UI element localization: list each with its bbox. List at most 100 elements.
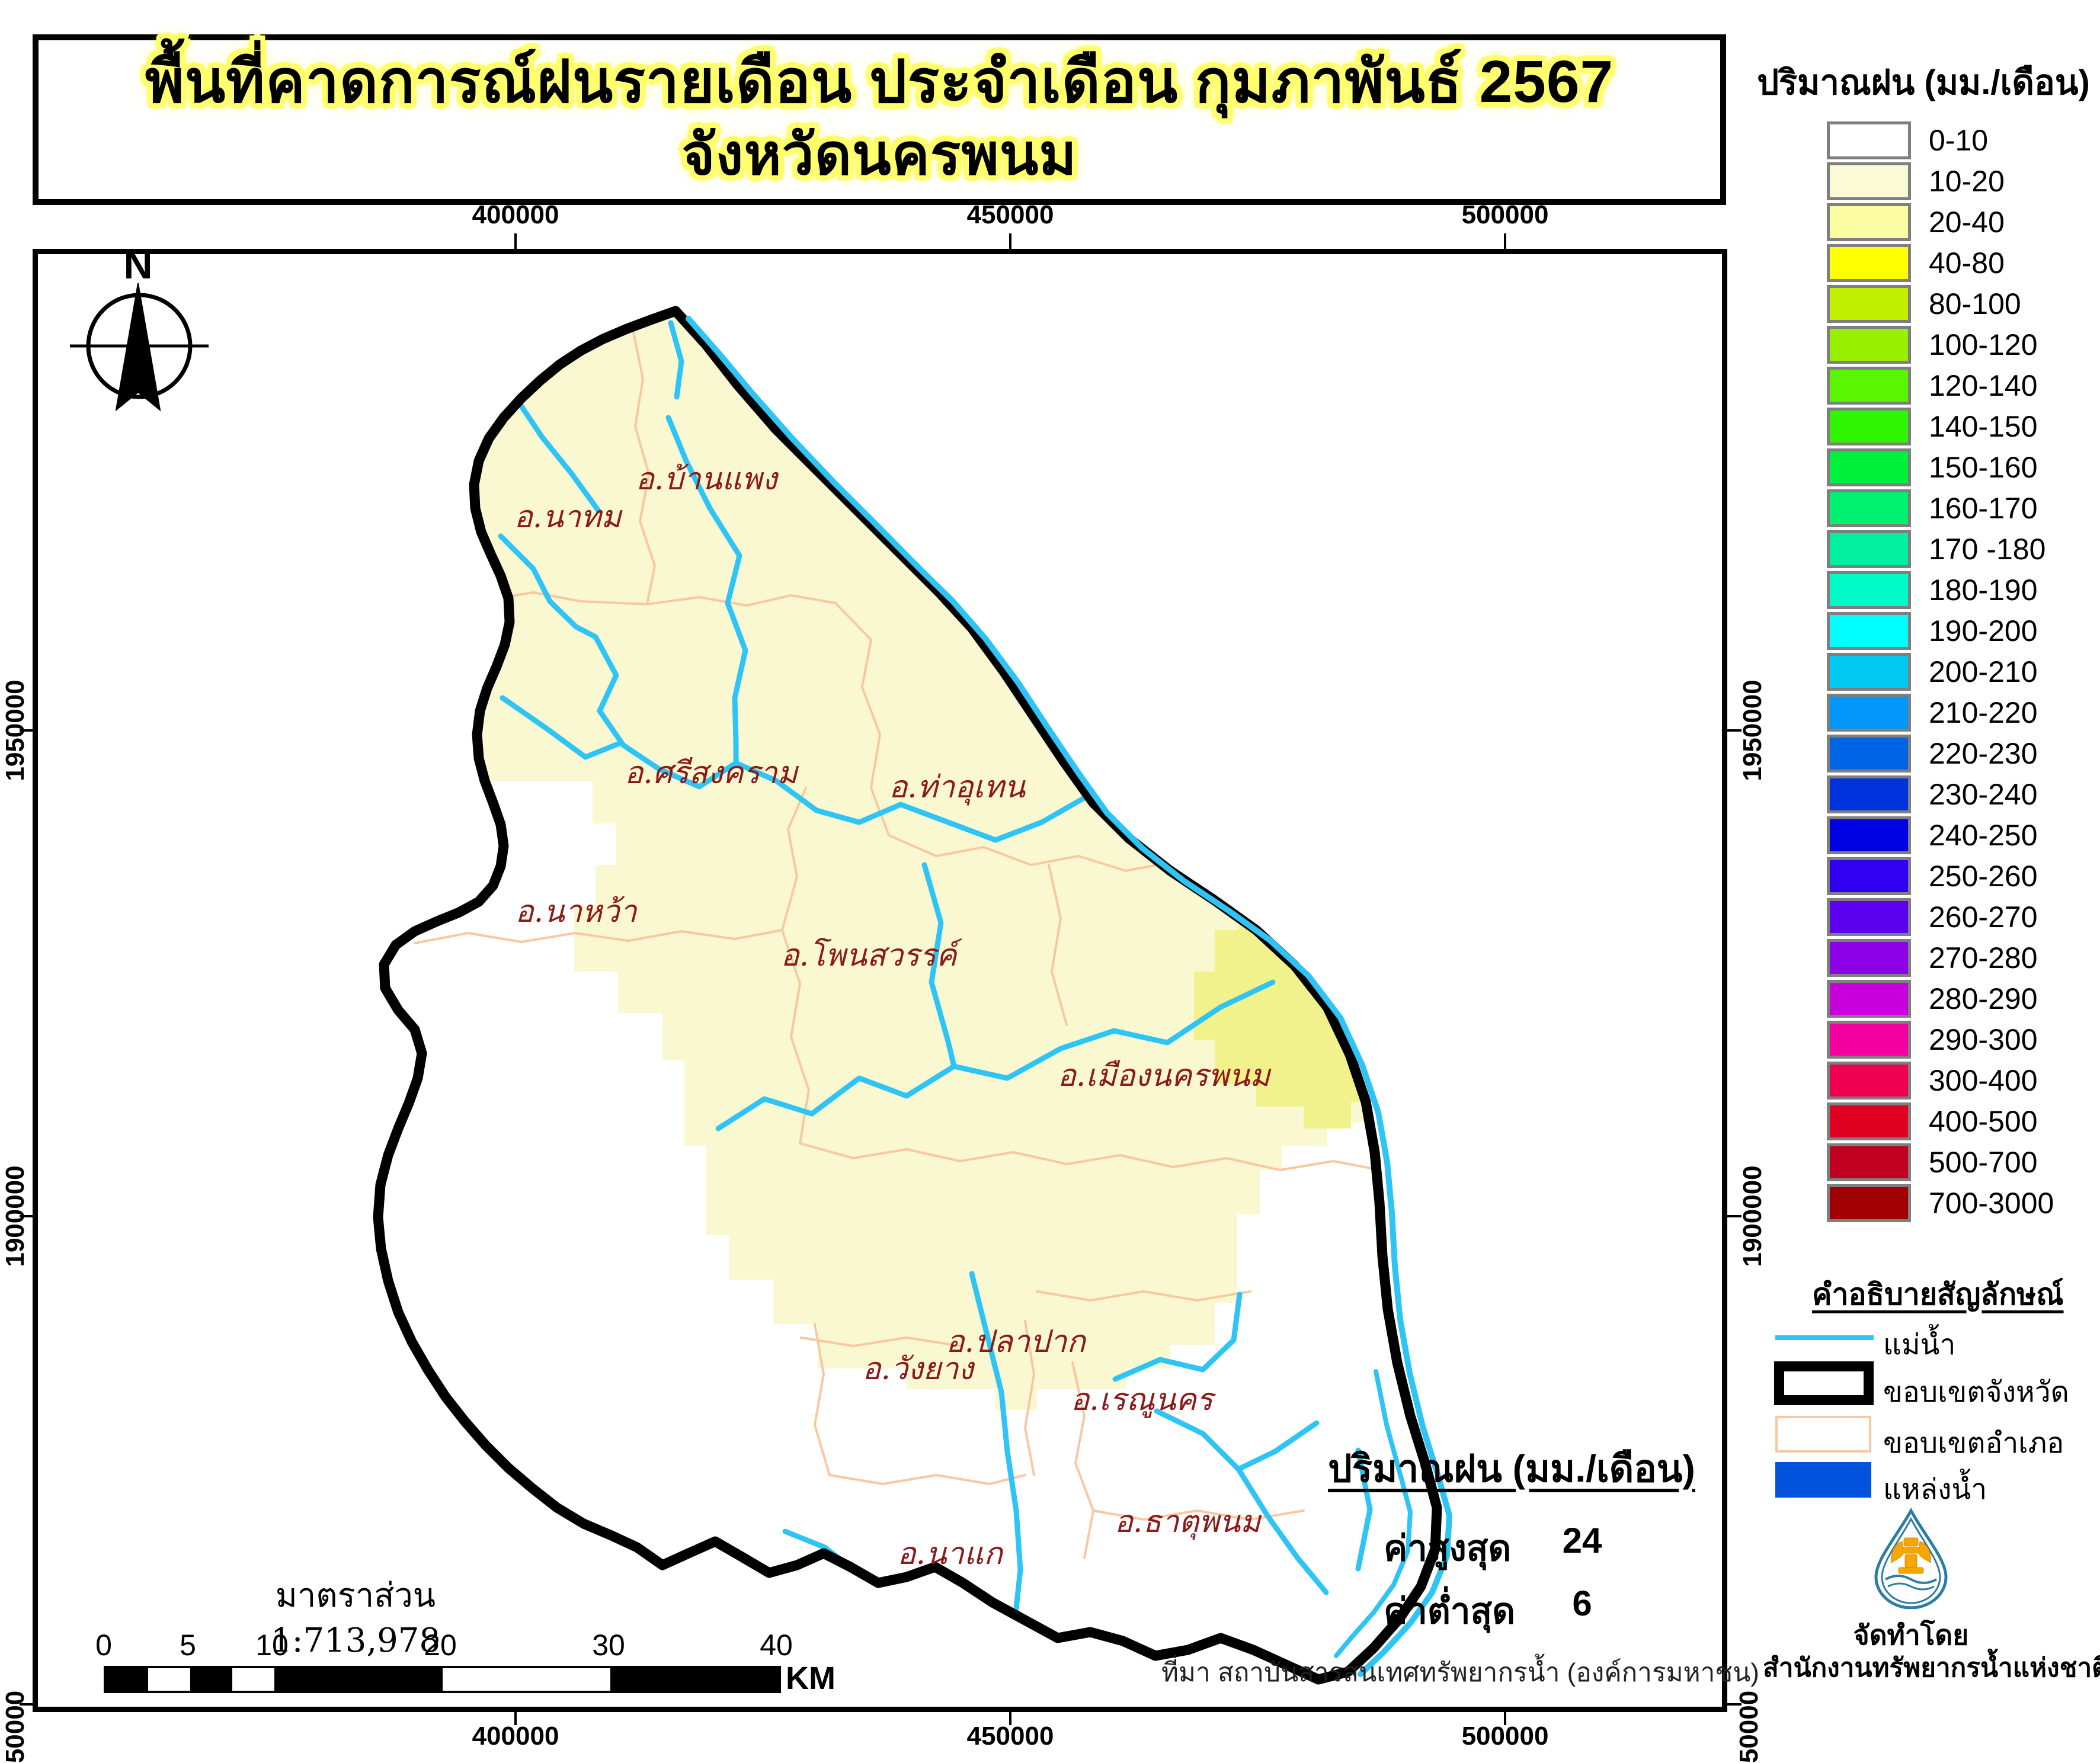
legend-range-label: 270-280 xyxy=(1929,941,2038,975)
legend-range-label: 40-80 xyxy=(1929,246,2005,280)
legend-class-row: 80-100 xyxy=(1827,285,2054,323)
district-boundary-symbol xyxy=(1775,1416,1871,1453)
legend-range-label: 120-140 xyxy=(1929,369,2038,402)
legend-class-row: 290-300 xyxy=(1827,1021,2054,1059)
legend-range-label: 0-10 xyxy=(1929,124,1989,157)
scalebar-number: 40 xyxy=(760,1629,793,1662)
district-label: อ.เรณูนคร xyxy=(1071,1382,1217,1418)
y-axis-label-right: 1900000 xyxy=(1738,1165,1767,1267)
legend-swatch xyxy=(1827,653,1911,691)
legend-class-row: 250-260 xyxy=(1827,857,2054,895)
province-boundary xyxy=(373,306,1442,1685)
legend-swatch xyxy=(1827,162,1911,200)
legend-swatch xyxy=(1827,244,1911,282)
legend-swatch xyxy=(1827,1021,1911,1059)
axis-tick xyxy=(20,729,34,732)
legend-swatch xyxy=(1827,203,1911,241)
scalebar-number: 30 xyxy=(592,1629,625,1662)
legend-swatch xyxy=(1827,612,1911,650)
province-boundary-label: ขอบเขตจังหวัด xyxy=(1883,1377,2069,1408)
legend-swatch xyxy=(1827,857,1911,895)
legend-range-label: 230-240 xyxy=(1929,778,2038,811)
district-label: อ.ปลาปาก xyxy=(946,1324,1087,1360)
legend-range-label: 210-220 xyxy=(1929,696,2038,729)
district-boundary-lines xyxy=(414,328,1382,1559)
legend-class-row: 210-220 xyxy=(1827,694,2054,732)
prepared-by-label: จัดทำโดย xyxy=(1853,1620,1969,1650)
scalebar-number: 10 xyxy=(255,1629,289,1662)
legend-class-row: 120-140 xyxy=(1827,367,2054,405)
min-value: 6 xyxy=(1572,1584,1592,1623)
legend-class-row: 300-400 xyxy=(1827,1062,2054,1100)
legend-swatch xyxy=(1827,408,1911,445)
axis-tick xyxy=(1009,233,1011,249)
district-label: อ.ศรีสงคราม xyxy=(625,755,799,791)
y-axis-label-right: 1950000 xyxy=(1738,679,1767,781)
x-axis-label-top: 450000 xyxy=(966,200,1054,229)
legend-swatch xyxy=(1827,121,1911,159)
legend-swatch xyxy=(1827,489,1911,527)
legend-class-row: 150-160 xyxy=(1827,448,2054,486)
scalebar-segment xyxy=(190,1668,232,1691)
legend-range-label: 100-120 xyxy=(1929,328,2038,361)
axis-tick xyxy=(1727,1215,1742,1217)
legend-range-label: 300-400 xyxy=(1929,1064,2038,1097)
axis-tick xyxy=(514,233,517,249)
rain-stats-header: ปริมาณฝน (มม./เดือน) xyxy=(1328,1447,1695,1490)
scalebar-segment xyxy=(232,1668,274,1691)
y-axis-label-left: 50000 xyxy=(1,1690,30,1763)
legend-range-label: 220-230 xyxy=(1929,737,2038,770)
scalebar-number: 5 xyxy=(180,1629,196,1662)
legend-class-row: 10-20 xyxy=(1827,162,2054,200)
district-boundary-label: ขอบเขตอำเภอ xyxy=(1883,1428,2064,1459)
legend-swatch xyxy=(1827,571,1911,609)
legend-range-label: 20-40 xyxy=(1929,206,2005,239)
max-label: ค่าสูงสุด xyxy=(1384,1528,1512,1568)
scalebar-segment xyxy=(106,1668,148,1691)
legend-swatch xyxy=(1827,1102,1911,1140)
legend-range-label: 190-200 xyxy=(1929,614,2038,647)
legend-class-row: 140-150 xyxy=(1827,408,2054,445)
legend-class-row: 100-120 xyxy=(1827,326,2054,364)
x-axis-label-bottom: 450000 xyxy=(966,1722,1054,1751)
legend-range-label: 400-500 xyxy=(1929,1105,2038,1138)
legend-range-label: 150-160 xyxy=(1929,451,2038,484)
legend-swatch xyxy=(1827,775,1911,813)
mekong-river-inner xyxy=(1334,1369,1413,1658)
map-subtitle: จังหวัดนครพนม xyxy=(681,123,1077,187)
legend-swatch xyxy=(1827,530,1911,568)
max-value: 24 xyxy=(1562,1521,1602,1560)
district-label: อ.วังยาง xyxy=(862,1351,975,1387)
legend-swatch xyxy=(1827,898,1911,936)
onwr-logo-icon xyxy=(1874,1507,1948,1609)
axis-tick xyxy=(1727,1703,1742,1706)
y-axis-label-left: 1900000 xyxy=(1,1165,30,1267)
legend-class-row: 160-170 xyxy=(1827,489,2054,527)
legend-range-label: 180-190 xyxy=(1929,573,2038,607)
legend-class-row: 220-230 xyxy=(1827,735,2054,772)
legend-range-label: 160-170 xyxy=(1929,492,2038,525)
legend-swatch xyxy=(1827,326,1911,364)
axis-tick xyxy=(1727,729,1742,732)
legend-range-label: 80-100 xyxy=(1929,287,2021,320)
x-axis-label-bottom: 400000 xyxy=(472,1722,559,1751)
province-map: อ.บ้านแพง อ.นาทม อ.ศรีสงคราม อ.ท่าอุเทน … xyxy=(70,249,1452,1685)
axis-tick xyxy=(1504,233,1506,249)
scalebar-segment xyxy=(148,1668,190,1691)
scalebar-segment xyxy=(610,1668,779,1691)
axis-tick xyxy=(514,1712,517,1725)
district-label: อ.เมืองนครพนม xyxy=(1058,1058,1272,1094)
scale-ratio-text: มาตราส่วน 1:713,978 xyxy=(270,1576,441,1660)
legend-range-label: 250-260 xyxy=(1929,860,2038,893)
legend-class-row: 0-10 xyxy=(1827,121,2054,159)
title-box: พื้นที่คาดการณ์ฝนรายเดือน ประจำเดือน กุม… xyxy=(33,34,1726,205)
legend-class-row: 400-500 xyxy=(1827,1102,2054,1140)
legend-class-row: 230-240 xyxy=(1827,775,2054,813)
legend-swatch xyxy=(1827,285,1911,323)
legend-swatch xyxy=(1827,939,1911,977)
river-line-symbol xyxy=(1775,1335,1874,1340)
symbols-header: คำอธิบายสัญลักษณ์ xyxy=(1812,1278,2064,1311)
legend-class-row: 270-280 xyxy=(1827,939,2054,977)
map-title: พื้นที่คาดการณ์ฝนรายเดือน ประจำเดือน กุม… xyxy=(145,49,1614,115)
